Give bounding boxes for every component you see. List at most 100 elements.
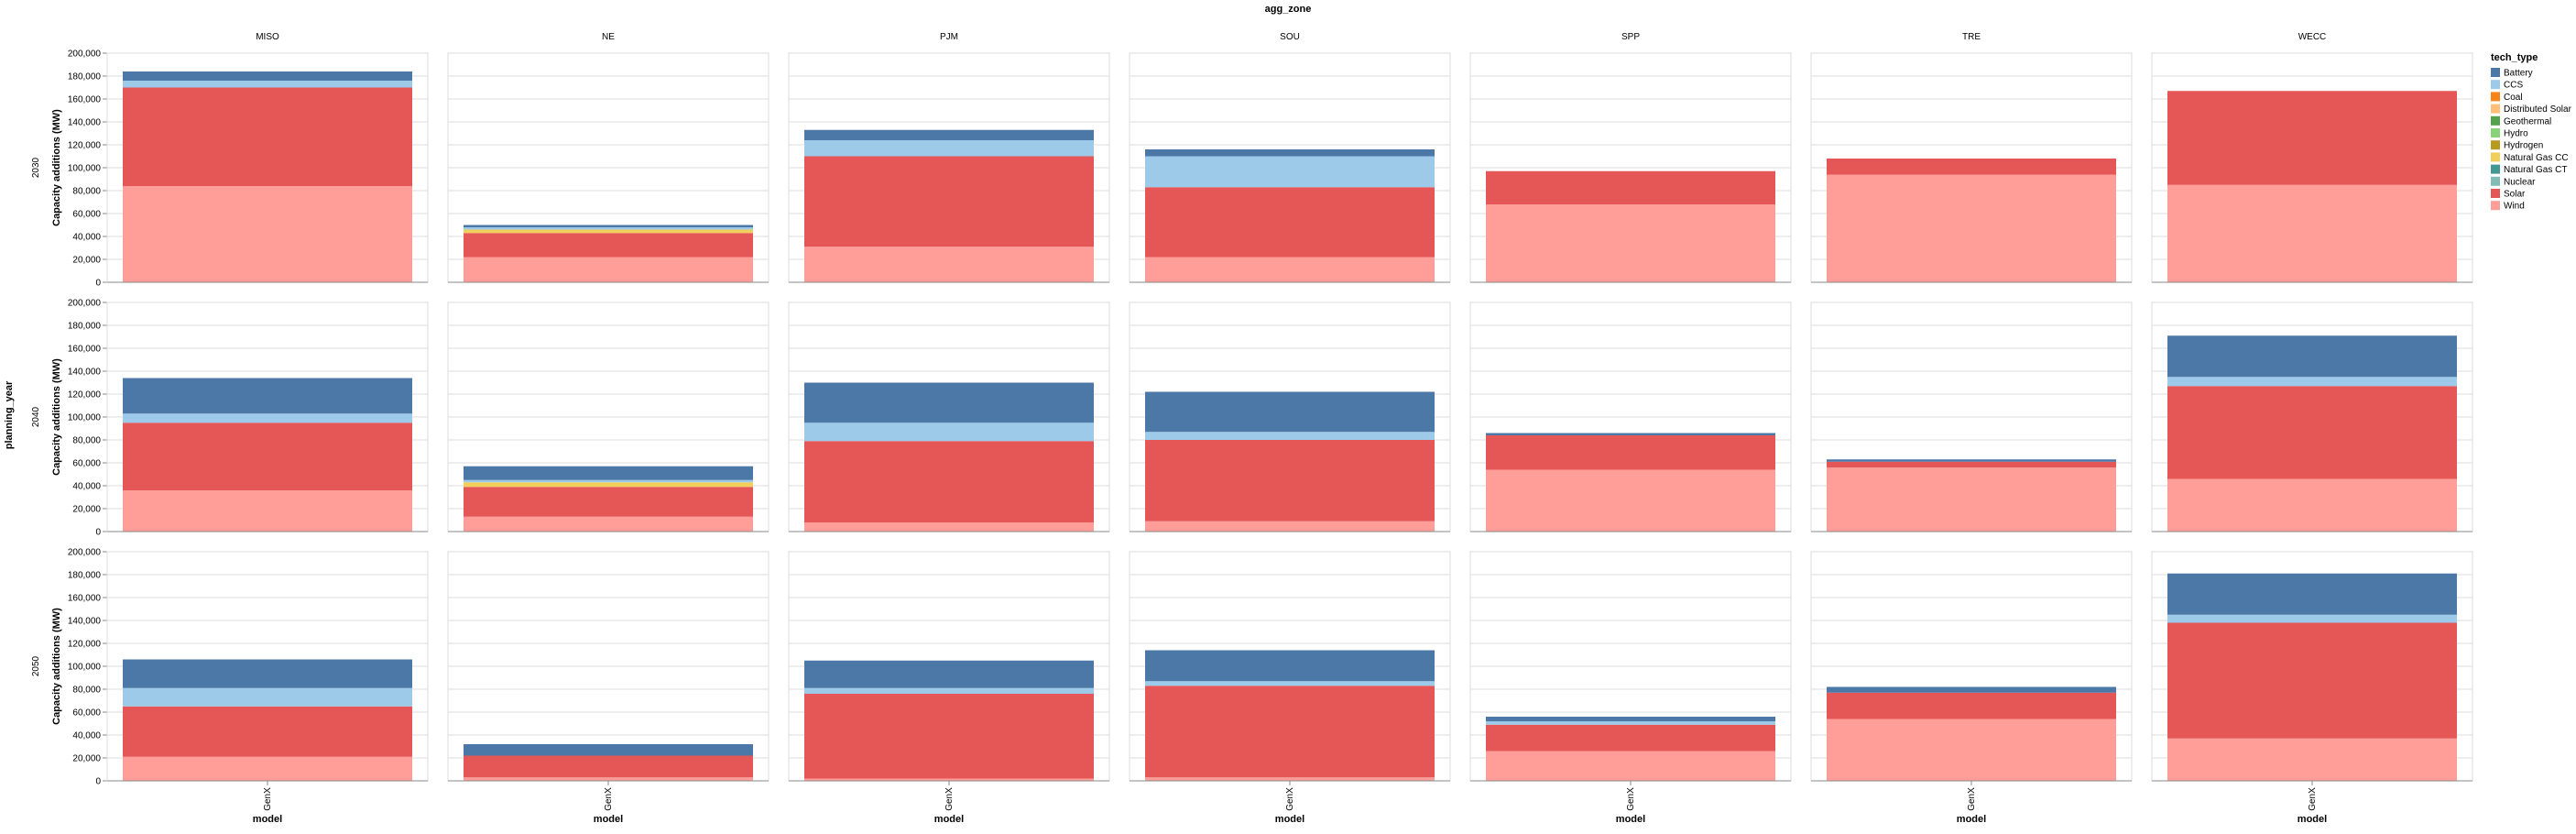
y-tick-label: 80,000 [72, 436, 101, 446]
bar-segment-wind [2167, 478, 2457, 532]
legend-swatch [2491, 115, 2500, 126]
legend-swatch [2491, 80, 2500, 90]
bar-segment-natural-gas-cc [464, 229, 753, 234]
x-tick-label: GenX [263, 787, 273, 811]
legend-title: tech_type [2491, 52, 2538, 63]
zone-header-wecc: WECC [2298, 32, 2327, 42]
bar-segment-solar [804, 156, 1094, 247]
y-tick-label: 20,000 [72, 754, 101, 764]
bar-segment-solar [1827, 159, 2116, 175]
x-axis-title: model [1957, 814, 1986, 825]
x-tick-label: GenX [1285, 787, 1295, 811]
zone-header-ne: NE [602, 32, 615, 42]
y-tick-label: 40,000 [72, 233, 101, 243]
bar-segment-wind [1145, 521, 1435, 532]
y-tick-label: 60,000 [72, 210, 101, 220]
bar-segment-ccs [1145, 156, 1435, 188]
bar-segment-wind [1145, 257, 1435, 282]
bar-segment-battery [1827, 686, 2116, 693]
x-axis-title: model [253, 814, 282, 825]
legend-swatch [2491, 164, 2500, 174]
y-tick-label: 160,000 [68, 95, 102, 105]
bar-segment-solar [1827, 461, 2116, 467]
legend-swatch [2491, 68, 2500, 77]
bar-segment-wind [804, 778, 1094, 781]
legend-label: Battery [2504, 69, 2533, 79]
zone-header-tre: TRE [1962, 32, 1981, 42]
bar-segment-wind [123, 490, 412, 532]
x-axis-title: model [1616, 814, 1645, 825]
bar-segment-wind [1145, 777, 1435, 781]
bar-segment-battery [1145, 149, 1435, 157]
bar-segment-solar [464, 755, 753, 778]
bar-segment-wind [1827, 719, 2116, 781]
bar-segment-solar [464, 487, 753, 517]
y-tick-label: 20,000 [72, 505, 101, 515]
legend-label: Distributed Solar [2504, 104, 2572, 115]
bar-segment-solar [1145, 440, 1435, 521]
bar-segment-ccs [804, 687, 1094, 694]
bar-segment-battery [804, 382, 1094, 423]
bar-segment-solar [123, 422, 412, 490]
x-tick-label: GenX [1967, 787, 1977, 811]
y-tick-label: 180,000 [68, 322, 102, 332]
y-tick-label: 0 [95, 528, 101, 538]
y-tick-label: 80,000 [72, 686, 101, 696]
bar-segment-wind [2167, 738, 2457, 781]
y-tick-label: 200,000 [68, 299, 102, 309]
bar-segment-solar [804, 694, 1094, 779]
legend-swatch [2491, 104, 2500, 114]
bar-segment-wind [1486, 469, 1775, 532]
year-label-2040: 2040 [31, 406, 41, 427]
legend-swatch [2491, 140, 2500, 150]
bar-segment-solar [2167, 386, 2457, 479]
bar-segment-solar [2167, 622, 2457, 739]
bar-segment-ccs [1486, 721, 1775, 725]
bar-segment-battery [2167, 335, 2457, 378]
x-tick-label: GenX [944, 787, 955, 811]
y-tick-label: 100,000 [68, 413, 102, 423]
y-tick-label: 40,000 [72, 731, 101, 741]
bar-segment-wind [464, 777, 753, 781]
y-tick-label: 140,000 [68, 368, 102, 378]
legend-label: Solar [2504, 190, 2526, 200]
bar-segment-wind [1486, 204, 1775, 282]
y-tick-label: 40,000 [72, 482, 101, 492]
legend-label: Natural Gas CC [2504, 153, 2569, 163]
bar-segment-battery [123, 71, 412, 81]
bar-segment-battery [2167, 573, 2457, 615]
zone-header-sou: SOU [1280, 32, 1300, 42]
legend-swatch [2491, 152, 2500, 162]
bar-segment-solar [1827, 692, 2116, 719]
y-axis-title: Capacity additions (MW) [51, 109, 62, 226]
bar-segment-ccs [804, 422, 1094, 442]
x-tick-label: GenX [1626, 787, 1636, 811]
bar-segment-wind [804, 247, 1094, 282]
y-tick-label: 120,000 [68, 141, 102, 151]
legend-label: Coal [2504, 93, 2523, 103]
y-tick-label: 0 [95, 777, 101, 787]
y-tick-label: 160,000 [68, 594, 102, 604]
bar-segment-ccs [123, 413, 412, 423]
bar-segment-battery [123, 659, 412, 688]
bar-segment-solar [464, 233, 753, 258]
legend-label: Natural Gas CT [2504, 165, 2567, 175]
bar-segment-battery [1486, 433, 1775, 435]
bar-segment-solar [1145, 187, 1435, 258]
bar-segment-natural-gas-cc [464, 482, 753, 488]
row-facet-title: planning_year [4, 380, 15, 449]
zone-header-miso: MISO [256, 32, 279, 42]
bar-segment-battery [1145, 650, 1435, 682]
legend-swatch [2491, 128, 2500, 137]
bar-segment-ccs [1145, 681, 1435, 686]
bar-segment-solar [123, 87, 412, 186]
x-axis-title: model [1275, 814, 1304, 825]
legend-label: Wind [2504, 202, 2525, 212]
y-tick-label: 80,000 [72, 187, 101, 197]
zone-header-pjm: PJM [940, 32, 958, 42]
bar-segment-battery [123, 378, 412, 414]
y-tick-label: 120,000 [68, 390, 102, 401]
bar-segment-ccs [123, 687, 412, 707]
y-tick-label: 180,000 [68, 72, 102, 82]
